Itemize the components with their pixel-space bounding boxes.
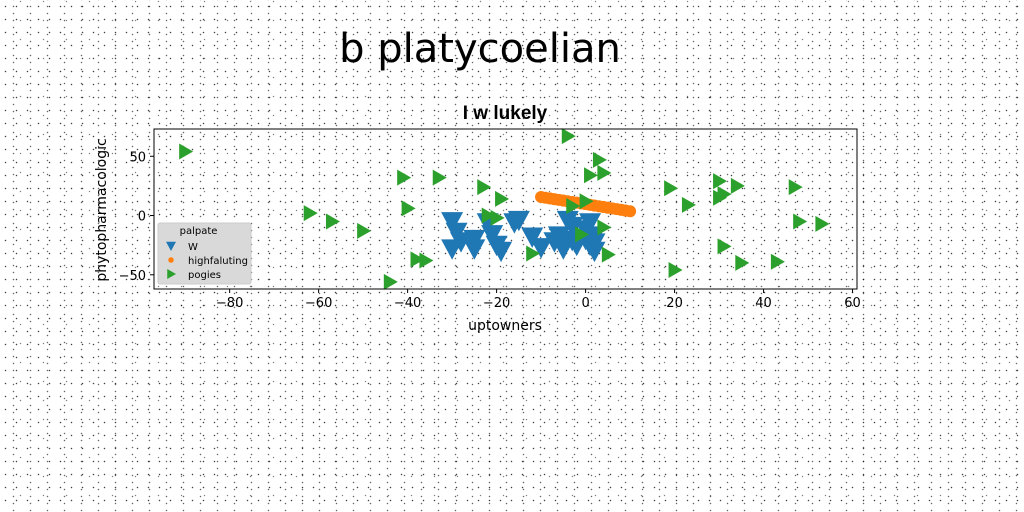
chart-title: I w lukely: [463, 103, 548, 124]
y-axis-label: phytopharmacologic: [94, 138, 110, 281]
x-tick-label: −80: [216, 296, 243, 311]
legend-entry-label: highfaluting: [188, 256, 248, 267]
data-point: [481, 225, 504, 246]
data-point: [579, 213, 602, 234]
y-tick-label: −50: [119, 269, 146, 284]
data-point: [730, 177, 745, 194]
data-point: [490, 209, 505, 226]
data-point: [770, 253, 785, 270]
legend-marker: [168, 257, 174, 263]
y-tick-label: 50: [129, 150, 146, 165]
legend-entry-label: pogies: [188, 270, 221, 281]
x-axis-label: uptowners: [468, 318, 542, 334]
data-point: [793, 213, 808, 230]
data-point: [668, 262, 683, 279]
data-point: [583, 241, 606, 263]
data-point: [815, 215, 830, 232]
data-point: [401, 200, 416, 217]
data-point: [735, 254, 750, 271]
series-pogies: [179, 128, 830, 290]
data-point: [477, 179, 492, 196]
data-point: [432, 169, 447, 186]
data-point: [717, 186, 732, 203]
data-point: [507, 210, 530, 232]
data-point: [495, 190, 510, 207]
legend-marker: [167, 269, 176, 279]
y-tick-label: 0: [138, 210, 146, 225]
data-point: [601, 246, 616, 263]
data-point: [530, 238, 553, 259]
data-point: [179, 143, 194, 160]
data-point: [575, 226, 590, 243]
plot-area: −80 −60 −40 −20 0 20 40 60 −50 0 50: [119, 128, 861, 311]
data-point: [717, 238, 732, 255]
data-point: [490, 241, 513, 263]
data-point: [521, 227, 544, 248]
x-tick-label: 40: [755, 296, 772, 311]
data-point: [526, 245, 541, 262]
data-point: [681, 196, 696, 213]
data-point: [441, 239, 464, 260]
data-point: [664, 180, 679, 197]
plot-frame: [153, 128, 858, 290]
x-tick-label: −20: [483, 296, 510, 311]
data-point: [566, 198, 581, 215]
data-point: [303, 205, 318, 222]
x-tick-label: 0: [581, 296, 589, 311]
x-tick-label: 20: [666, 296, 683, 311]
data-point: [579, 193, 594, 210]
data-point: [410, 251, 425, 268]
data-point: [597, 164, 612, 181]
data-point: [584, 167, 599, 184]
data-point: [441, 212, 464, 233]
data-point: [713, 173, 728, 190]
data-point: [463, 239, 486, 260]
data-point: [357, 222, 372, 239]
legend-entry-label: W: [188, 242, 198, 253]
data-point: [419, 252, 434, 269]
data-point: [481, 207, 496, 224]
data-point: [397, 169, 412, 186]
data-point: [624, 205, 637, 218]
legend-box: [157, 222, 252, 285]
data-point: [383, 273, 398, 290]
legend-marker: [166, 241, 176, 251]
data-point: [325, 213, 340, 230]
x-tick-label: −40: [394, 296, 421, 311]
data-point: [592, 151, 607, 168]
data-point: [788, 179, 803, 196]
x-tick-label: 60: [844, 296, 861, 311]
data-point: [597, 219, 612, 236]
figure-suptitle: b platycoelian: [339, 26, 621, 72]
data-point: [561, 128, 576, 145]
x-tick-label: −60: [305, 296, 332, 311]
legend-title: palpate: [180, 226, 218, 237]
